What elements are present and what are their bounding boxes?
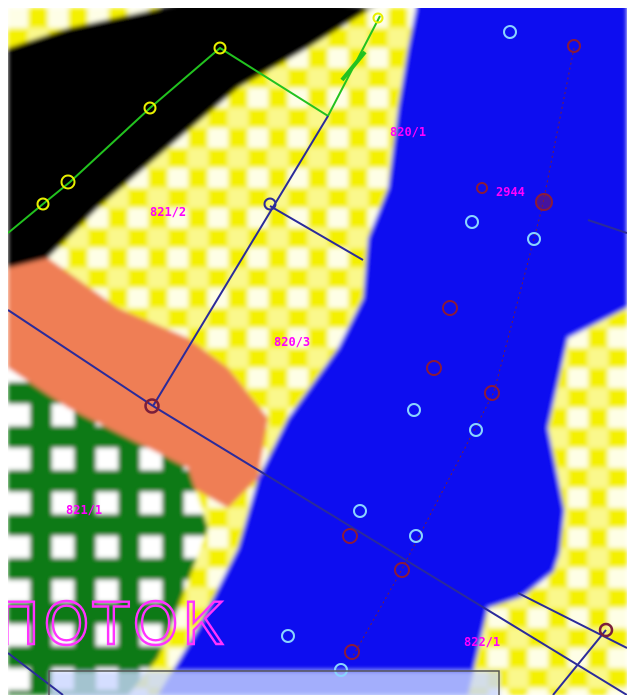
survey-point-12[interactable] — [353, 504, 367, 518]
survey-point-11[interactable] — [469, 423, 483, 437]
green-vertex-3[interactable] — [143, 101, 157, 115]
survey-point-16[interactable] — [281, 629, 295, 643]
parcel-boundary-h[interactable] — [587, 219, 627, 234]
parcel-label-821-2: 821/2 — [150, 205, 186, 219]
green-vertex-4[interactable] — [213, 41, 227, 55]
parcel-boundary-e[interactable] — [8, 652, 64, 695]
survey-point-13[interactable] — [342, 528, 358, 544]
green-boundary-arrow — [340, 50, 367, 82]
boundary-vertex-1[interactable] — [263, 197, 277, 211]
survey-point-7[interactable] — [442, 300, 458, 316]
parcel-boundary-f[interactable] — [517, 592, 627, 649]
parcel-boundary-b[interactable] — [269, 205, 364, 261]
green-vertex-5[interactable] — [372, 12, 384, 24]
survey-point-2[interactable] — [567, 39, 581, 53]
parcel-label-2944: 2944 — [496, 185, 525, 199]
parcel-boundary-c[interactable] — [8, 309, 154, 407]
green-vertex-1[interactable] — [36, 197, 50, 211]
parcel-boundary-group — [8, 115, 627, 695]
parcel-label-820-3: 820/3 — [274, 335, 310, 349]
green-area — [8, 368, 208, 695]
survey-point-6[interactable] — [527, 232, 541, 246]
survey-point-17[interactable] — [344, 644, 360, 660]
survey-point-9[interactable] — [484, 385, 500, 401]
orange-area — [8, 258, 268, 508]
survey-point-3[interactable] — [476, 182, 488, 194]
parcel-boundary-d[interactable] — [152, 405, 627, 695]
bottom-panel-frame — [48, 670, 500, 695]
survey-point-18[interactable] — [334, 663, 348, 677]
boundary-vertex-3[interactable] — [598, 622, 614, 638]
parcel-boundary-g[interactable] — [552, 629, 607, 695]
survey-point-1[interactable] — [503, 25, 517, 39]
cadastral-map[interactable]: 820/1 821/2 2944 820/3 821/1 822/1 ПОТОК — [8, 8, 627, 695]
survey-point-4[interactable] — [535, 193, 553, 211]
parcel-label-822-1: 822/1 — [464, 635, 500, 649]
parcel-label-821-1: 821/1 — [66, 503, 102, 517]
lower-panel-shade — [50, 671, 500, 695]
survey-point-14[interactable] — [409, 529, 423, 543]
boundary-vertex-2[interactable] — [144, 398, 160, 414]
area-label-potok: ПОТОК — [8, 590, 228, 658]
survey-point-15[interactable] — [394, 562, 410, 578]
parcel-label-820-1: 820/1 — [390, 125, 426, 139]
parcel-boundary-a[interactable] — [152, 115, 329, 407]
survey-point-10[interactable] — [407, 403, 421, 417]
black-area — [8, 8, 372, 278]
land-cover-layer — [8, 8, 627, 695]
survey-points-group — [281, 25, 581, 677]
survey-point-8[interactable] — [426, 360, 442, 376]
water-area — [158, 8, 627, 695]
yellow-right-edge — [488, 308, 627, 695]
survey-point-5[interactable] — [465, 215, 479, 229]
parcel-labels-group: 820/1 821/2 2944 820/3 821/1 822/1 — [66, 125, 525, 649]
green-vertex-2[interactable] — [60, 174, 76, 190]
